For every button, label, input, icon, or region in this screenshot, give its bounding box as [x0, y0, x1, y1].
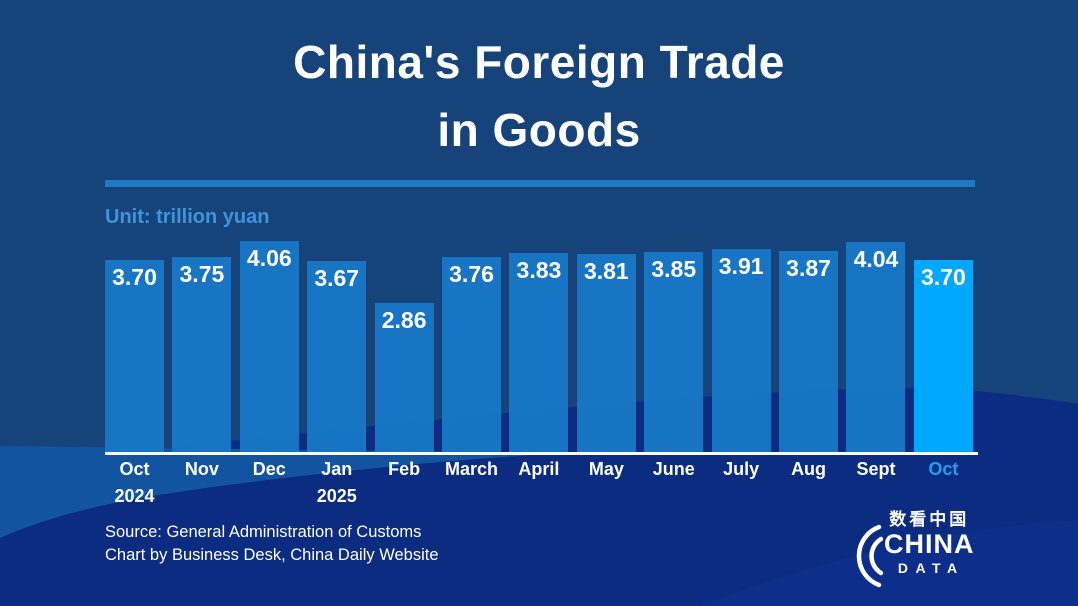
- month-label-feb-4: Feb: [388, 459, 421, 479]
- logo-china-text: CHINA: [884, 529, 975, 559]
- background-light-band: [0, 446, 563, 538]
- month-label-oct-0: Oct: [119, 459, 150, 479]
- bar-value-label: 3.67: [314, 265, 360, 291]
- bar-value-label: 4.06: [246, 245, 292, 271]
- year-label-slot-1: [172, 486, 231, 507]
- bar-value-label: 3.75: [179, 261, 225, 287]
- month-label-march-5: March: [445, 459, 499, 479]
- x-axis-year-labels: 2024 2025: [105, 486, 973, 507]
- month-label-july-9: July: [723, 459, 760, 479]
- month-label-june-8: June: [652, 459, 695, 479]
- logo-chinese-text: 数看中国: [889, 510, 970, 529]
- source-line2: Chart by Business Desk, China Daily Webs…: [105, 545, 439, 564]
- month-label-aug-10: Aug: [791, 459, 827, 479]
- background-bottom-right-arc: [700, 520, 1078, 606]
- bar-value-label: 4.04: [853, 246, 899, 272]
- month-label-jan-3: Jan: [321, 459, 353, 479]
- bar-oct-12: 3.70: [913, 260, 973, 452]
- bar-dec-2: 4.06: [239, 241, 299, 452]
- logo-arcs-icon: [856, 524, 884, 588]
- year-label-slot-0: 2024: [114, 486, 155, 506]
- year-label-slot-8: [644, 486, 703, 507]
- bar-value-label: 3.91: [718, 253, 764, 279]
- month-label-may-7: May: [588, 459, 624, 479]
- bar-march-5: 3.76: [442, 257, 502, 452]
- bar-value-label: 3.76: [449, 261, 494, 287]
- bar-may-7: 3.81: [576, 254, 636, 452]
- source-line1: Source: General Administration of Custom…: [105, 523, 422, 541]
- logo-text: 数看中国 CHINA DATA: [884, 510, 975, 577]
- page-title: China's Foreign Trade in Goods: [0, 28, 1078, 164]
- year-label-slot-10: [779, 486, 838, 507]
- year-label-slot-6: [509, 486, 568, 507]
- x-axis-line: [105, 452, 978, 455]
- bar-sept-11: 4.04: [846, 242, 906, 452]
- bar-value-label: 3.83: [516, 257, 562, 283]
- bar-jan-3: 3.67: [307, 261, 367, 452]
- bar-value-label: 3.85: [651, 256, 697, 282]
- bar-value-label: 3.70: [112, 264, 157, 290]
- unit-label: Unit: trillion yuan: [105, 206, 270, 228]
- year-label-slot-9: [712, 486, 771, 507]
- month-label-oct-12: Oct: [928, 459, 959, 479]
- page-title-line2: in Goods: [437, 104, 641, 156]
- year-label-slot-5: [442, 486, 501, 507]
- bar-feb-4: 2.86: [374, 303, 434, 452]
- month-label-april-6: April: [518, 459, 560, 479]
- bar-value-label: 2.86: [381, 307, 427, 333]
- year-label-slot-11: [846, 486, 905, 507]
- bar-june-8: 3.85: [644, 252, 704, 452]
- bar-value-label: 3.87: [786, 255, 831, 281]
- bar-nov-1: 3.75: [172, 257, 232, 452]
- year-label-slot-2: [240, 486, 299, 507]
- year-label-slot-7: [577, 486, 636, 507]
- x-axis-month-labels: Oct Nov Dec Jan Feb March April May June July Aug S…: [105, 459, 973, 480]
- bar-value-label: 3.70: [920, 264, 966, 290]
- month-label-dec-2: Dec: [252, 459, 286, 479]
- page-title-line1: China's Foreign Trade: [293, 36, 785, 88]
- month-label-sept-11: Sept: [856, 459, 896, 479]
- source-text: Source: General Administration of Custom…: [105, 521, 439, 566]
- bar-oct-0: 3.70: [105, 260, 164, 452]
- bar-july-9: 3.91: [711, 249, 771, 452]
- year-label-slot-12: [914, 486, 973, 507]
- china-data-logo: 数看中国 CHINA DATA: [852, 510, 1012, 594]
- bar-aug-10: 3.87: [779, 251, 839, 452]
- month-label-nov-1: Nov: [184, 459, 219, 479]
- logo-data-text: DATA: [897, 560, 965, 576]
- bar-chart: 3.70 3.75 4.06 3.67 2.86 3.76 3.83 3.81 3.85 3.91…: [105, 241, 973, 452]
- bar-april-6: 3.83: [509, 253, 569, 452]
- year-label-slot-4: [375, 486, 434, 507]
- title-divider: [105, 180, 975, 187]
- bar-value-label: 3.81: [583, 258, 629, 284]
- year-label-slot-3: 2025: [316, 486, 357, 506]
